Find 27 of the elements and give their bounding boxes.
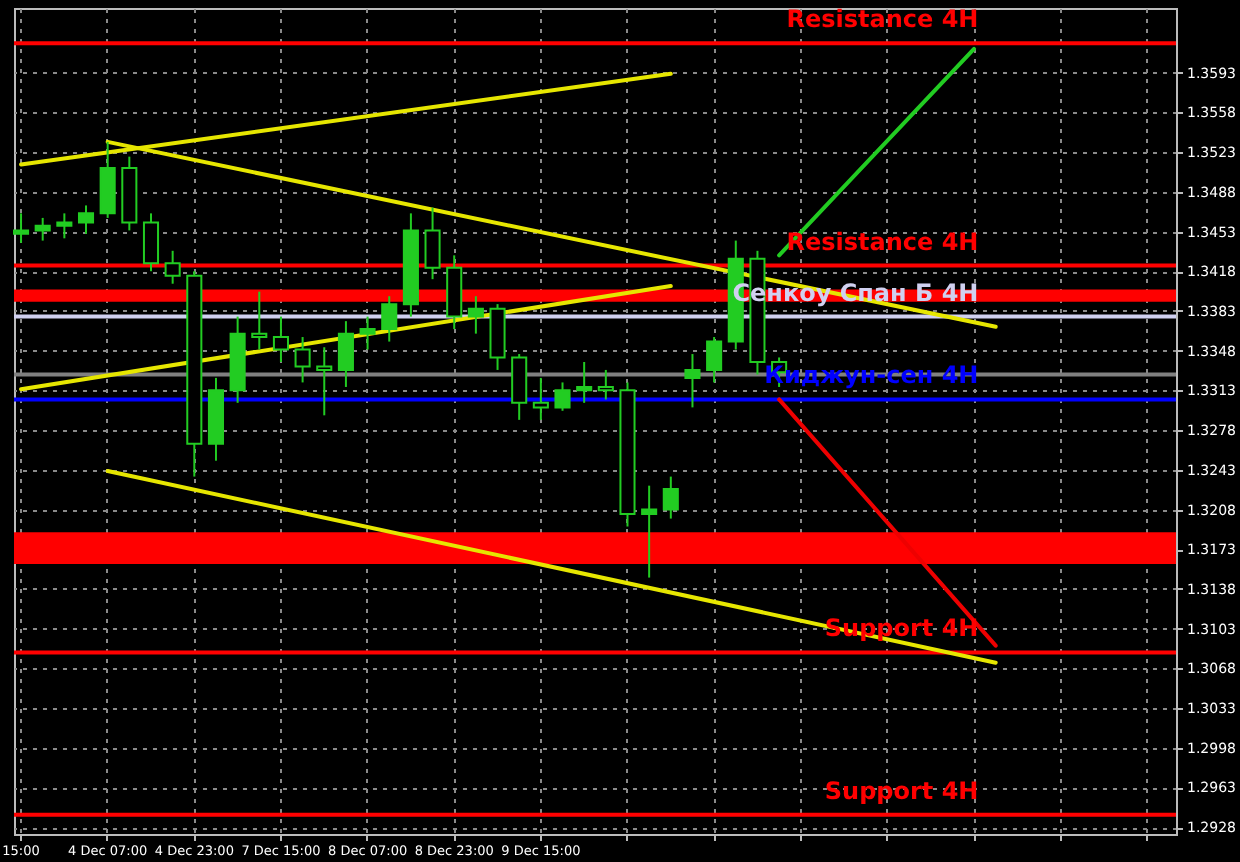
candlestick xyxy=(532,376,549,421)
candlestick xyxy=(424,206,441,281)
candlestick xyxy=(554,381,571,412)
candlestick xyxy=(337,320,354,388)
candlestick xyxy=(294,336,311,384)
candlestick xyxy=(34,216,51,242)
candlestick xyxy=(251,290,268,351)
candlestick xyxy=(662,475,679,520)
candlestick xyxy=(77,204,95,235)
candlestick xyxy=(359,315,376,351)
ref-line-label: Resistance 4H xyxy=(786,5,979,34)
candlestick xyxy=(316,346,333,417)
candlestick xyxy=(272,315,289,363)
candlestick xyxy=(381,295,398,343)
candlestick xyxy=(576,361,593,404)
candlestick xyxy=(13,212,30,244)
candlestick xyxy=(684,353,701,409)
candlestick xyxy=(99,140,116,219)
candlestick xyxy=(467,295,484,335)
candlestick xyxy=(641,484,658,579)
candlestick xyxy=(706,336,723,384)
candlestick xyxy=(164,249,181,285)
candlestick xyxy=(56,212,73,240)
ref-line-label: Support 4H xyxy=(824,776,979,805)
candlestick xyxy=(597,368,614,401)
candlestick xyxy=(511,353,528,421)
candlestick xyxy=(142,212,160,273)
